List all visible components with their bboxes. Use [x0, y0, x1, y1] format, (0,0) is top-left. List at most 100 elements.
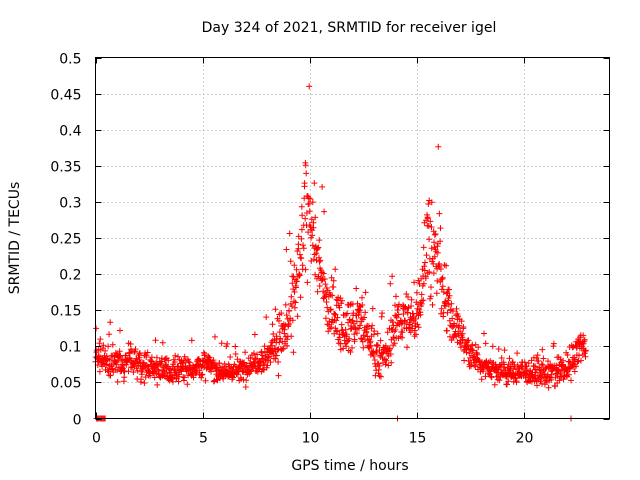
data-point [433, 290, 440, 297]
data-point [389, 319, 396, 325]
data-point [324, 304, 331, 311]
data-point [386, 346, 393, 353]
data-point [175, 353, 181, 360]
data-point [425, 223, 432, 229]
data-point [550, 340, 557, 347]
data-point [430, 260, 437, 267]
data-point [421, 263, 428, 270]
data-point [307, 195, 314, 202]
data-point [353, 285, 360, 292]
data-point [513, 379, 520, 386]
data-point [431, 231, 438, 238]
data-point [280, 345, 287, 352]
data-point [339, 297, 345, 304]
data-point [298, 203, 305, 210]
data-point [384, 329, 391, 336]
x-tick-label: 15 [409, 431, 427, 447]
data-point [188, 337, 195, 344]
data-point [114, 378, 121, 385]
data-point [581, 336, 588, 343]
data-point [309, 232, 316, 239]
data-point [284, 342, 290, 349]
data-point [132, 346, 139, 353]
data-point [116, 353, 123, 360]
data-point [295, 245, 302, 252]
data-point [270, 331, 277, 337]
data-point [387, 280, 394, 287]
data-point [123, 352, 129, 359]
data-point [282, 301, 289, 308]
data-point [456, 322, 463, 329]
data-point [305, 195, 312, 202]
data-point [116, 348, 123, 355]
data-point [164, 373, 171, 380]
data-point [449, 308, 456, 315]
data-point [327, 306, 334, 313]
x-tick-label: 0 [92, 431, 101, 447]
data-point [170, 378, 176, 385]
data-point [525, 360, 532, 367]
data-point [539, 362, 546, 369]
data-point [171, 359, 178, 365]
data-point [346, 335, 353, 342]
data-point [276, 317, 282, 324]
data-point [291, 289, 298, 295]
x-tick-label: 20 [516, 431, 534, 447]
data-point [391, 340, 398, 347]
data-point [359, 294, 365, 301]
data-point [333, 327, 340, 334]
data-point [351, 331, 358, 338]
data-point [393, 293, 399, 300]
data-point [136, 356, 143, 363]
data-point [350, 320, 357, 327]
data-point [293, 284, 299, 291]
data-point [408, 303, 415, 309]
data-point [106, 356, 113, 363]
data-point [439, 283, 446, 290]
data-point [376, 373, 383, 379]
data-point [427, 218, 434, 225]
data-point [343, 343, 350, 350]
data-point [405, 294, 411, 300]
data-point [405, 304, 412, 311]
data-point [227, 354, 234, 360]
data-point [230, 374, 236, 381]
data-point [296, 272, 303, 278]
data-point [388, 359, 395, 366]
data-point [442, 303, 449, 310]
data-point [199, 371, 206, 378]
data-point [276, 339, 283, 346]
data-point [303, 170, 310, 177]
data-point [421, 267, 428, 274]
data-point [377, 373, 384, 380]
data-point [293, 266, 300, 273]
data-point [283, 246, 290, 253]
data-point [276, 329, 283, 336]
data-point [488, 373, 494, 380]
data-point [581, 338, 588, 345]
data-point [287, 258, 294, 265]
data-point [243, 377, 250, 384]
data-point [438, 305, 445, 312]
data-point [348, 325, 355, 332]
data-point [212, 333, 218, 340]
y-tick-labels: 0 0.05 0.1 0.15 0.2 0.25 0.3 0.35 0.4 0.45 0.5 [50, 52, 81, 429]
data-point [428, 284, 434, 291]
data-point [259, 352, 266, 359]
data-point [392, 326, 399, 333]
data-point [309, 242, 316, 249]
data-point [496, 377, 503, 384]
data-point [330, 277, 337, 284]
data-point [138, 376, 145, 383]
data-point [322, 281, 329, 288]
data-point [404, 344, 410, 351]
data-point [425, 201, 432, 207]
data-point [285, 320, 292, 327]
data-point [460, 324, 467, 330]
data-point [390, 334, 397, 341]
data-point [202, 377, 209, 384]
data-point [423, 252, 430, 259]
data-point [437, 225, 444, 232]
y-tick-label: 0.35 [50, 160, 81, 176]
data-point [103, 362, 110, 368]
